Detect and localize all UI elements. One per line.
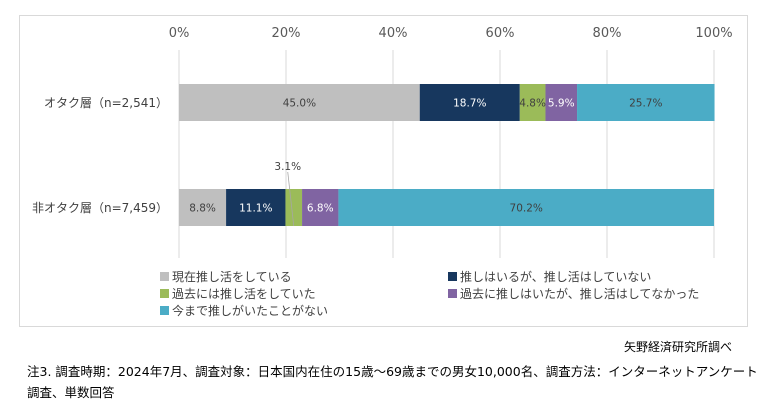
bar-segment (285, 189, 303, 226)
legend-item-2: 過去には推し活をしていた (160, 285, 316, 302)
bar-segment (519, 84, 546, 121)
bar-segment (338, 189, 714, 226)
data-label: 45.0% (283, 98, 316, 110)
bar-segment (179, 84, 420, 121)
x-tick-label: 0% (169, 26, 190, 41)
leader-line (287, 171, 295, 227)
legend-swatch (160, 272, 169, 281)
data-label: 11.1% (239, 203, 272, 215)
data-label: 6.8% (307, 203, 334, 215)
legend-item-0: 現在推し活をしている (160, 268, 292, 285)
x-tick-label: 100% (695, 26, 732, 41)
data-label: 4.8% (519, 98, 546, 110)
category-label: 非オタク層（n=7,459） (32, 201, 168, 215)
legend-label: 今まで推しがいたことがない (172, 304, 329, 318)
legend-swatch (160, 289, 169, 298)
bar-segment (179, 189, 227, 226)
legend-item-3: 過去に推しはいたが、推し活はしてなかった (448, 285, 699, 302)
data-label: 25.7% (629, 98, 662, 110)
legend-label: 現在推し活をしている (172, 270, 292, 284)
legend-swatch (448, 289, 457, 298)
bar-segment (545, 84, 578, 121)
data-label: 70.2% (510, 203, 543, 215)
legend-item-4: 今まで推しがいたことがない (160, 302, 328, 319)
category-label: オタク層（n=2,541） (44, 96, 168, 110)
x-tick-label: 40% (379, 26, 408, 41)
legend-label: 推しはいるが、推し活はしていない (460, 270, 652, 284)
legend-swatch (448, 272, 457, 281)
x-tick-label: 80% (593, 26, 622, 41)
legend-label: 過去に推しはいたが、推し活はしてなかった (460, 287, 700, 301)
source-credit: 矢野経済研究所調べ (623, 340, 732, 354)
bar-segment (226, 189, 286, 226)
data-label: 3.1% (274, 161, 301, 173)
data-label: 8.8% (189, 203, 216, 215)
legend-swatch (160, 306, 169, 315)
legend-item-1: 推しはいるが、推し活はしていない (448, 268, 651, 285)
bar-segment (577, 84, 715, 121)
x-tick-label: 20% (272, 26, 301, 41)
bar-segment (419, 84, 520, 121)
data-label: 5.9% (548, 98, 575, 110)
bar-segment (302, 189, 339, 226)
chart-frame (19, 15, 748, 327)
footnote: 注3. 調査時期：2024年7月、調査対象：日本国内在住の15歳～69歳までの男… (27, 364, 758, 400)
legend-label: 過去には推し活をしていた (172, 287, 316, 301)
x-tick-label: 60% (486, 26, 515, 41)
data-label: 18.7% (453, 98, 486, 110)
